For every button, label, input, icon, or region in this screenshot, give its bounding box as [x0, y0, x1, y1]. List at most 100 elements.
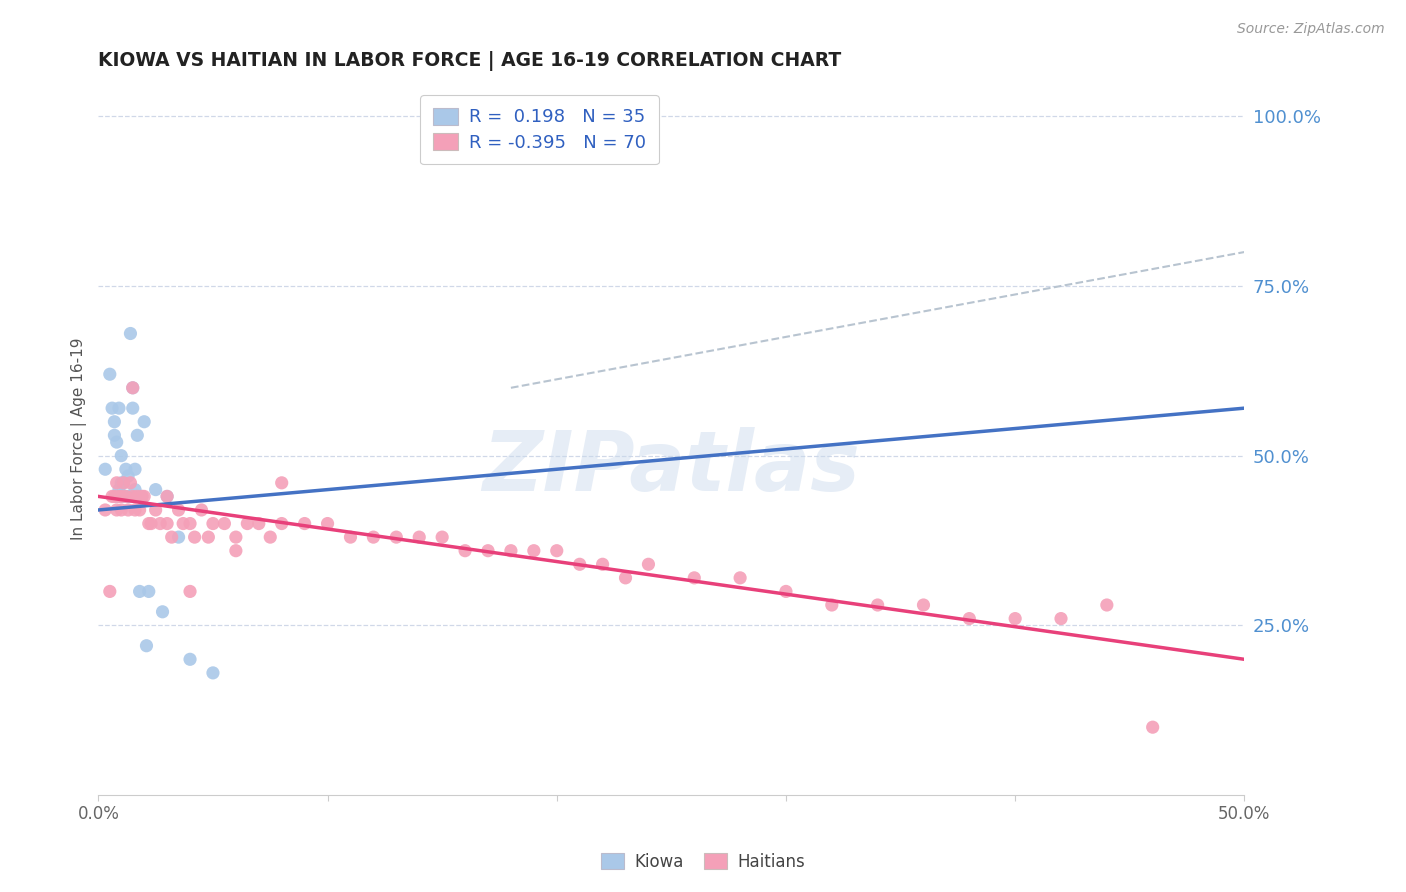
Point [156, 490, 179, 504]
Text: Source: ZipAtlas.com: Source: ZipAtlas.com [1237, 22, 1385, 37]
Point [385, 530, 408, 544]
Point [214, 516, 236, 531]
Point [121, 381, 143, 395]
Point [156, 516, 179, 531]
Point [110, 503, 132, 517]
Point [637, 558, 659, 572]
Point [108, 401, 131, 416]
Point [523, 543, 546, 558]
Point [105, 503, 128, 517]
Point [101, 401, 124, 416]
Point [866, 598, 889, 612]
Point [225, 530, 247, 544]
Point [94, 462, 117, 476]
Legend: Kiowa, Haitians: Kiowa, Haitians [593, 845, 813, 880]
Point [957, 611, 980, 625]
Point [477, 543, 499, 558]
Point [115, 490, 138, 504]
Point [117, 490, 139, 504]
Point [294, 516, 316, 531]
Point [145, 483, 167, 497]
Point [110, 449, 132, 463]
Point [912, 598, 935, 612]
Point [103, 490, 125, 504]
Point [124, 483, 146, 497]
Point [134, 490, 156, 504]
Point [134, 415, 156, 429]
Text: KIOWA VS HAITIAN IN LABOR FORCE | AGE 16-19 CORRELATION CHART: KIOWA VS HAITIAN IN LABOR FORCE | AGE 16… [98, 51, 842, 70]
Point [316, 516, 339, 531]
Point [363, 530, 385, 544]
Text: ZIPatlas: ZIPatlas [482, 426, 860, 508]
Point [728, 571, 751, 585]
Point [124, 462, 146, 476]
Point [127, 490, 149, 504]
Point [152, 605, 174, 619]
Point [546, 543, 568, 558]
Point [117, 503, 139, 517]
Point [105, 435, 128, 450]
Point [201, 516, 224, 531]
Point [408, 530, 430, 544]
Point [105, 475, 128, 490]
Point [112, 475, 135, 490]
Point [179, 652, 201, 666]
Point [568, 558, 591, 572]
Point [775, 584, 797, 599]
Point [270, 516, 292, 531]
Point [430, 530, 453, 544]
Point [121, 381, 143, 395]
Point [112, 490, 135, 504]
Point [197, 530, 219, 544]
Point [131, 490, 153, 504]
Point [1095, 598, 1118, 612]
Point [121, 401, 143, 416]
Point [138, 516, 160, 531]
Point [110, 490, 132, 504]
Point [103, 428, 125, 442]
Point [259, 530, 281, 544]
Point [149, 516, 172, 531]
Point [499, 543, 522, 558]
Point [108, 490, 131, 504]
Point [201, 665, 224, 680]
Point [1004, 611, 1026, 625]
Point [94, 503, 117, 517]
Point [236, 516, 259, 531]
Point [98, 368, 121, 382]
Point [167, 530, 190, 544]
Point [183, 530, 205, 544]
Point [592, 558, 614, 572]
Y-axis label: In Labor Force | Age 16-19: In Labor Force | Age 16-19 [72, 337, 87, 540]
Point [112, 475, 135, 490]
Point [101, 490, 124, 504]
Point [110, 490, 132, 504]
Point [683, 571, 706, 585]
Point [167, 503, 190, 517]
Point [98, 584, 121, 599]
Point [120, 326, 142, 341]
Point [190, 503, 212, 517]
Point [614, 571, 637, 585]
Point [110, 475, 132, 490]
Point [145, 503, 167, 517]
Point [225, 543, 247, 558]
Point [128, 503, 150, 517]
Point [821, 598, 844, 612]
Point [247, 516, 270, 531]
Point [121, 490, 143, 504]
Point [117, 469, 139, 483]
Point [179, 516, 201, 531]
Point [270, 475, 292, 490]
Point [120, 475, 142, 490]
Point [115, 490, 138, 504]
Point [139, 516, 162, 531]
Point [124, 503, 146, 517]
Point [128, 584, 150, 599]
Point [160, 530, 183, 544]
Point [1142, 720, 1164, 734]
Point [1050, 611, 1073, 625]
Point [172, 516, 194, 531]
Point [179, 584, 201, 599]
Point [156, 490, 179, 504]
